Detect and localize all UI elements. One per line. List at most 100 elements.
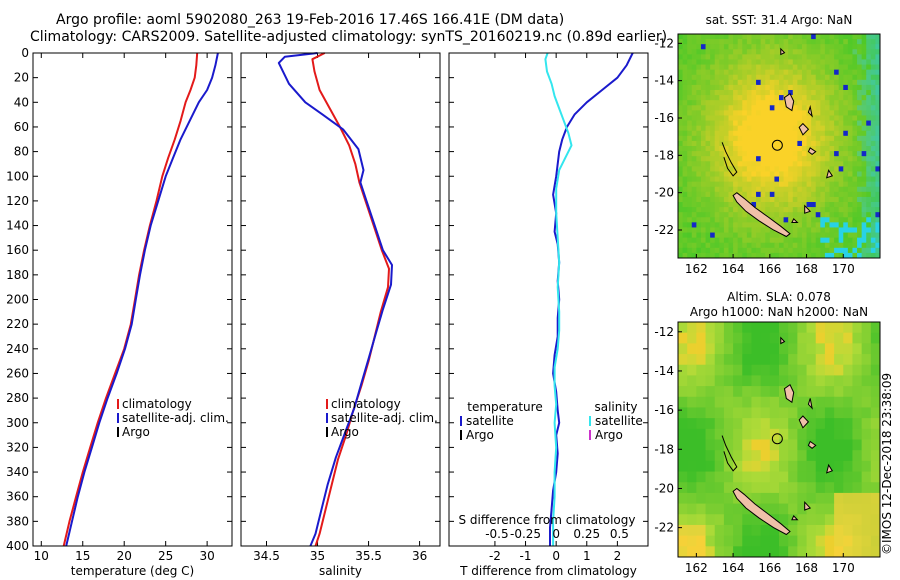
sst-map-field-cell xyxy=(756,227,762,234)
sst-map-field-cell xyxy=(756,196,762,203)
sst-map-field-cell xyxy=(714,186,720,193)
sst-map-field-cell xyxy=(765,252,771,259)
sst-map-field-cell xyxy=(792,125,798,132)
sst-map-field-cell xyxy=(723,135,729,142)
sst-map-field-cell xyxy=(797,232,803,239)
sst-map-xtick-label: 168 xyxy=(795,262,818,276)
sla-map-xtick-label: 162 xyxy=(685,561,708,575)
sla-map-field-cell xyxy=(714,407,725,419)
sst-map-field-cell xyxy=(705,232,711,239)
sst-map-field-cell xyxy=(824,242,830,249)
sst-map-field-cell xyxy=(678,242,684,249)
sst-map-field-cell xyxy=(843,186,849,193)
sst-map-field-cell xyxy=(765,242,771,249)
sst-map-field-cell xyxy=(797,135,803,142)
sst-map-field-cell xyxy=(861,44,867,50)
difference-s-tick-label: -0.25 xyxy=(510,527,541,541)
sst-map-field-cell xyxy=(719,186,725,193)
sst-map-field-cell xyxy=(678,171,684,178)
sst-map-field-cell xyxy=(806,39,812,45)
sla-map-field-cell xyxy=(824,482,835,494)
sla-map-field-cell xyxy=(788,450,798,462)
sst-map-field-cell xyxy=(728,64,734,71)
sst-map-field-cell xyxy=(866,59,872,66)
sst-map-field-cell xyxy=(811,202,817,208)
sla-map-field-cell xyxy=(714,332,725,344)
sst-map-field-cell xyxy=(705,191,711,198)
sst-map-field-cell xyxy=(769,69,775,76)
sst-map-field-cell xyxy=(746,176,752,183)
sla-map-field-cell xyxy=(714,471,725,483)
sst-map-field-cell xyxy=(696,207,702,213)
sst-map-field-cell xyxy=(737,130,743,137)
sst-map-field-cell xyxy=(765,130,771,137)
sla-map-field-cell xyxy=(843,546,853,558)
sst-map-field-cell xyxy=(779,64,785,71)
sst-map-field-cell xyxy=(847,69,853,76)
sst-map-field-cell xyxy=(728,212,734,218)
sst-map-field-cell xyxy=(742,151,748,157)
sst-map-field-cell xyxy=(765,156,771,162)
sla-map-field-cell xyxy=(788,375,798,387)
sst-map-field-cell xyxy=(815,161,821,167)
sst-map-field-cell xyxy=(742,135,748,142)
sst-map-field-cell xyxy=(696,84,702,91)
sst-map-field-cell xyxy=(765,247,771,254)
sst-map-field-cell xyxy=(843,95,849,101)
sst-map-field-cell xyxy=(737,242,743,249)
sst-map-field-cell xyxy=(792,227,798,234)
sst-map-field-cell xyxy=(687,171,693,178)
sst-map-field-cell xyxy=(806,49,812,55)
sst-map-field-cell xyxy=(719,84,725,91)
sst-map-island xyxy=(807,104,813,118)
sst-map-field-cell xyxy=(815,191,821,198)
sla-map-field-cell xyxy=(687,354,697,366)
sst-map-field-cell xyxy=(774,242,780,249)
sst-map-field-cell xyxy=(751,140,757,147)
sst-map-field-cell xyxy=(769,151,775,157)
sla-map-field-cell xyxy=(760,450,771,462)
sst-map-field-cell xyxy=(746,34,752,40)
sst-map-field-cell xyxy=(751,191,757,198)
sst-map-field-cell xyxy=(678,217,684,223)
sst-map-field-cell xyxy=(705,130,711,137)
sst-map-field-cell xyxy=(737,125,743,132)
sla-map-field-cell xyxy=(714,482,725,494)
sla-map-field-cell xyxy=(852,407,863,419)
sla-map-field-cell xyxy=(797,471,808,483)
sst-map-field-cell xyxy=(696,151,702,157)
sst-map-field-cell xyxy=(774,34,780,40)
sst-map-field-cell xyxy=(779,166,785,172)
sst-map-field-cell xyxy=(678,166,684,172)
sst-map-frame xyxy=(677,33,881,259)
sst-map-field-cell xyxy=(742,181,748,188)
sla-map-field-cell xyxy=(824,386,835,398)
sst-map-field-cell xyxy=(783,44,789,50)
sla-map-field-cell xyxy=(806,503,817,515)
sst-map-field-cell xyxy=(737,217,743,223)
sst-map-field-cell xyxy=(728,110,734,116)
sst-map-field-cell xyxy=(829,49,835,55)
sla-map-field-cell xyxy=(733,343,743,355)
sla-map-field-cell xyxy=(870,546,881,558)
sst-map-field-cell xyxy=(797,247,803,254)
sst-map-field-cell xyxy=(866,237,872,244)
sst-map-field-cell xyxy=(719,237,725,244)
sst-map-field-cell xyxy=(700,34,707,40)
sla-map-field-cell xyxy=(705,492,716,505)
sst-map-field-cell xyxy=(870,49,876,55)
sst-map-field-cell xyxy=(801,115,808,122)
sst-map-field-cell xyxy=(705,84,711,91)
sst-map-field-cell xyxy=(779,161,785,167)
sst-map-field-cell xyxy=(779,95,785,101)
sst-map-field-cell xyxy=(733,64,739,71)
sst-map-field-cell xyxy=(710,151,716,157)
sst-map-field-cell xyxy=(847,196,853,203)
sla-map-field-cell xyxy=(852,396,863,408)
sst-map-field-cell xyxy=(861,146,867,152)
sst-map-field-cell xyxy=(728,135,734,142)
legend-t-label: Argo xyxy=(466,428,494,442)
sla-map-field-cell xyxy=(779,386,789,398)
sla-map-field-cell xyxy=(760,524,771,537)
sst-map-field-cell xyxy=(847,161,853,167)
